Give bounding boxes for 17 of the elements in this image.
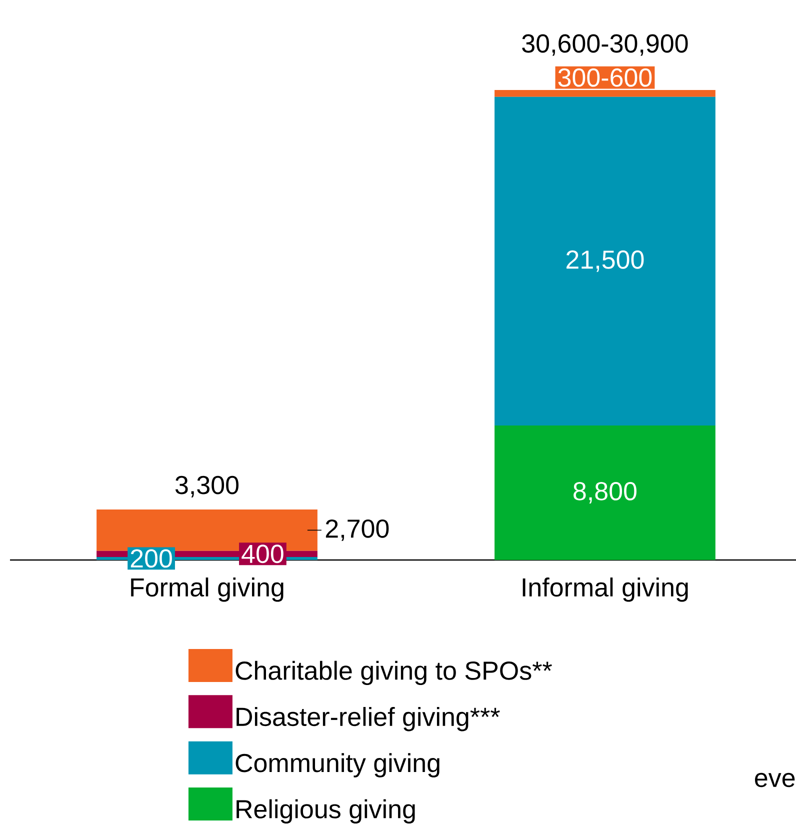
- data-label: 300-600: [558, 68, 652, 87]
- data-label: 200: [130, 549, 172, 568]
- legend-label: Community giving: [236, 753, 440, 778]
- data-label: 8,800: [574, 482, 636, 504]
- total-label: 3,300: [175, 476, 238, 498]
- x-tick-label: Formal giving: [131, 578, 284, 602]
- data-label: 400: [242, 544, 284, 564]
- total-label: 30,600-30,900: [522, 34, 688, 56]
- legend-label: Religious giving: [236, 799, 415, 824]
- data-label: 2,700: [326, 519, 389, 541]
- bar: [494, 425, 716, 560]
- data-label: 21,500: [566, 250, 644, 272]
- x-tick-label: Informal giving: [522, 578, 688, 602]
- legend-label: Disaster-relief giving***: [236, 706, 500, 732]
- bar: [494, 96, 716, 426]
- text: eve: [755, 772, 795, 788]
- legend-label: Charitable giving to SPOs**: [236, 660, 552, 686]
